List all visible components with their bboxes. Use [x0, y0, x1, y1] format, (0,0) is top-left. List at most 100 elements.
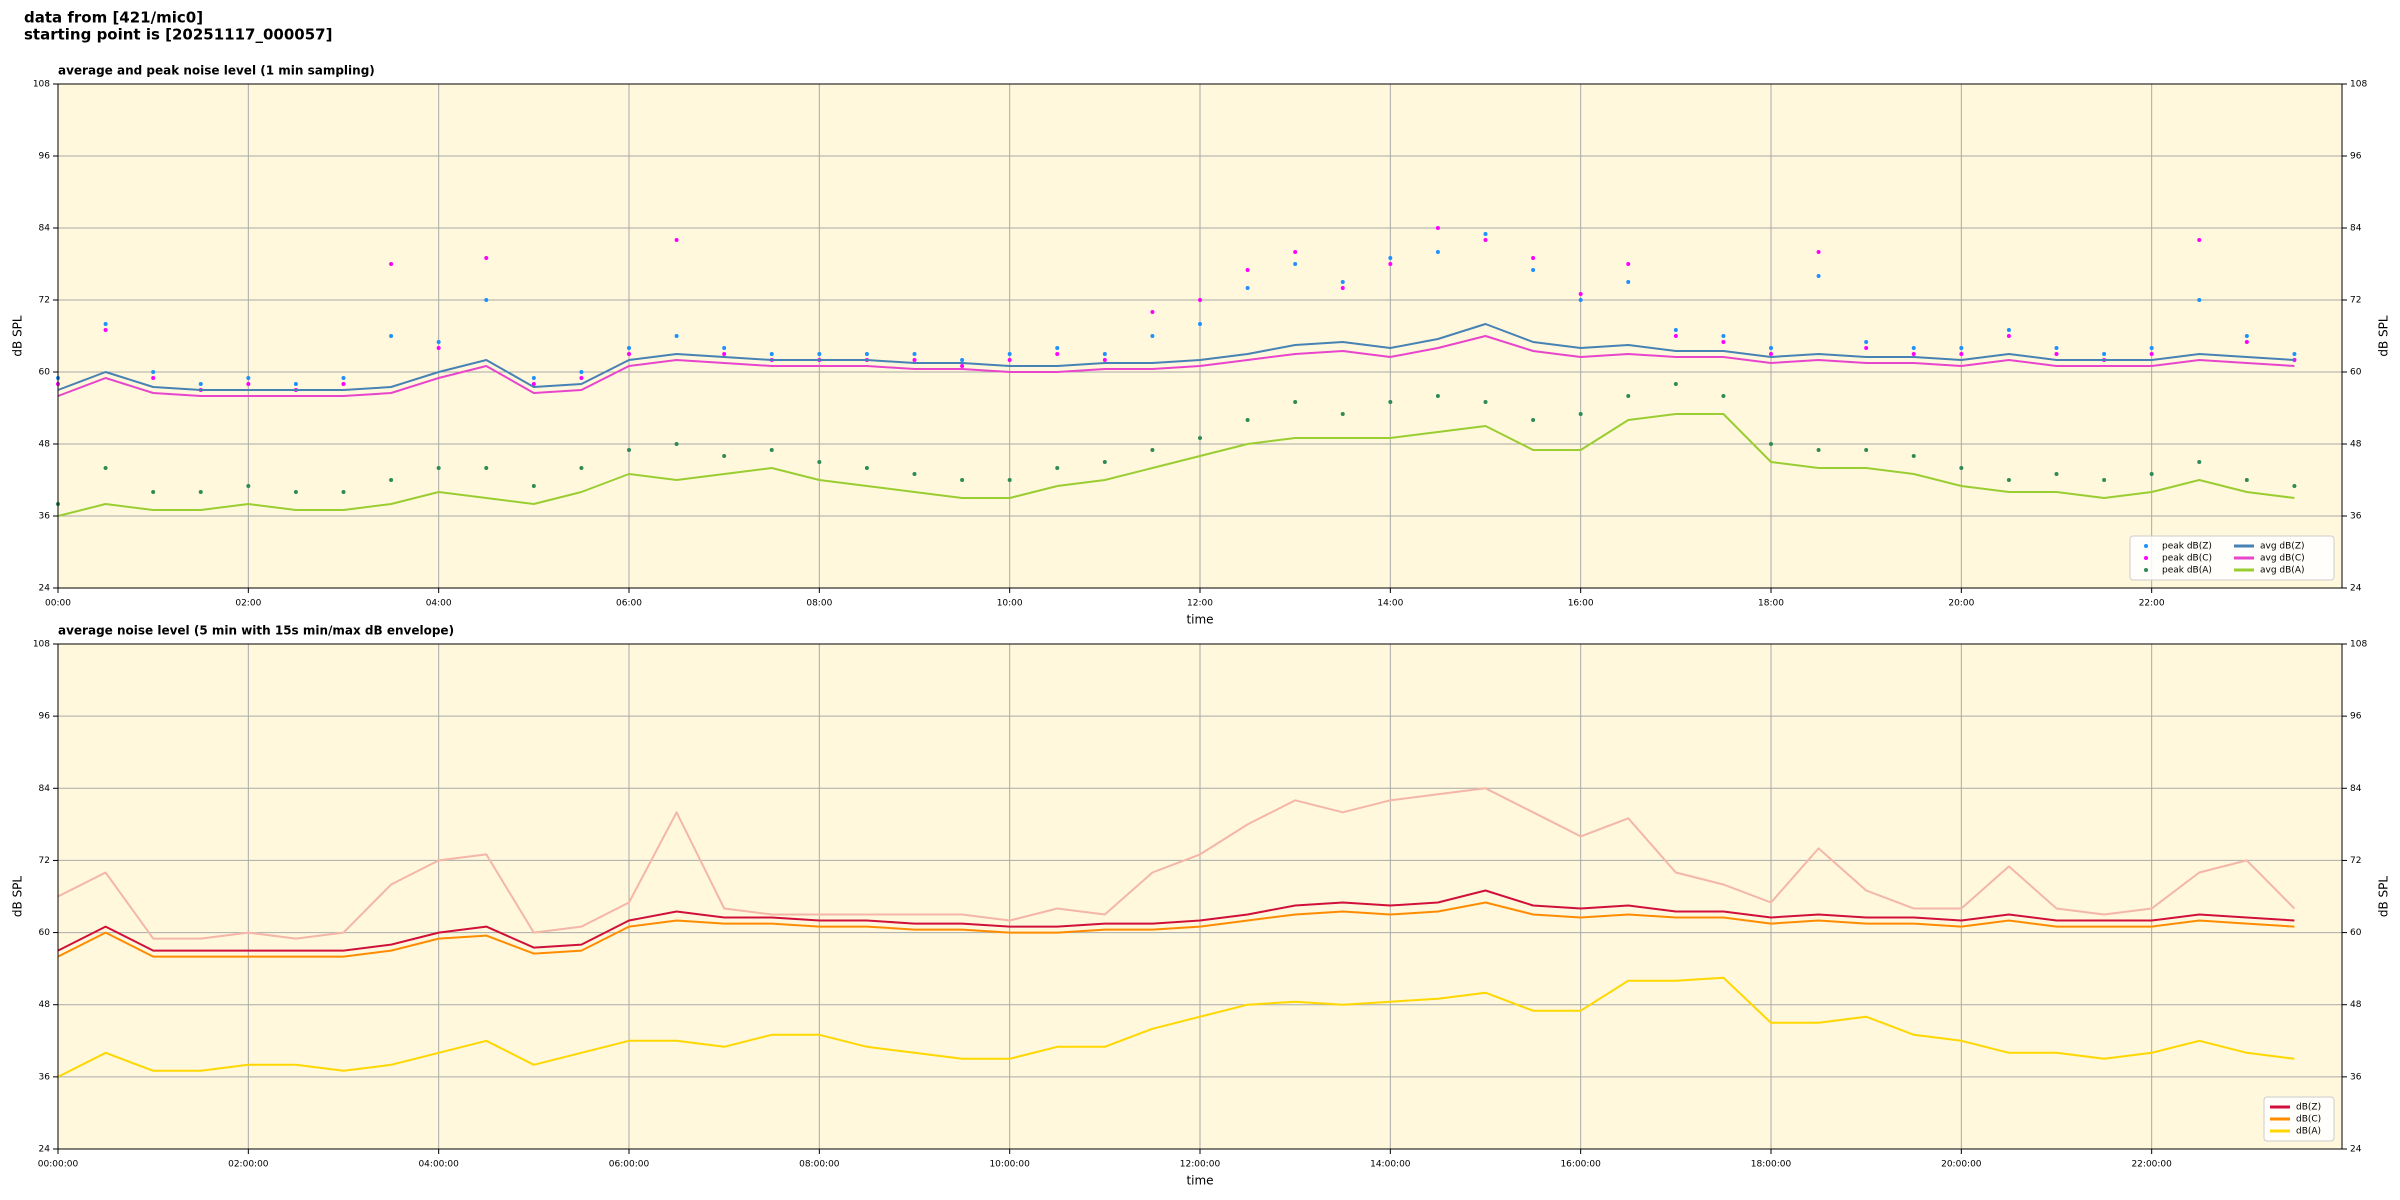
peak-point	[1055, 352, 1060, 356]
peak-point	[1435, 226, 1440, 230]
peak-point	[627, 352, 631, 356]
peak-point	[1198, 436, 1202, 440]
peak-point	[1864, 346, 1869, 350]
legend-label: avg dB(Z)	[2260, 542, 2305, 552]
y-tick-label: 24	[2350, 584, 2362, 594]
y-tick-label: 72	[39, 856, 50, 866]
peak-point	[1055, 346, 1060, 350]
peak-point	[2244, 334, 2249, 338]
x-tick-label: 10:00	[997, 599, 1023, 609]
peak-point	[2292, 352, 2297, 356]
peak-point	[436, 466, 441, 470]
peak-point	[484, 256, 489, 260]
peak-point	[1626, 394, 1631, 398]
peak-point	[960, 358, 965, 362]
y-tick-label: 60	[39, 928, 51, 938]
legend-marker	[2144, 556, 2148, 560]
peak-point	[674, 442, 679, 446]
peak-point	[198, 490, 203, 494]
x-axis-label: time	[1186, 1174, 1213, 1188]
x-tick-label: 16:00:00	[1560, 1160, 1601, 1170]
peak-point	[1198, 298, 1202, 302]
chart-title: average and peak noise level (1 min samp…	[58, 64, 375, 78]
peak-point	[1007, 478, 1012, 482]
x-tick-label: 20:00:00	[1941, 1160, 1982, 1170]
y-tick-label: 72	[2350, 856, 2361, 866]
peak-point	[1245, 268, 1250, 272]
peak-point	[341, 490, 346, 494]
y-tick-label: 48	[39, 440, 51, 450]
peak-point	[389, 478, 394, 482]
series-line	[57, 901, 2295, 958]
peak-point	[2197, 238, 2202, 242]
y-axis-label: dB SPL	[11, 315, 25, 357]
peak-point	[1055, 466, 1060, 470]
peak-point	[103, 328, 108, 332]
peak-point	[627, 346, 631, 350]
peak-point	[1531, 268, 1536, 272]
peak-point	[389, 262, 394, 266]
peak-point	[2054, 472, 2059, 476]
peak-point	[722, 352, 727, 356]
peak-point	[2054, 346, 2059, 350]
peak-point	[341, 376, 346, 380]
x-tick-label: 04:00	[426, 599, 452, 609]
peak-point	[864, 466, 869, 470]
x-tick-label: 22:00	[2139, 599, 2165, 609]
peak-point	[1769, 442, 1773, 446]
peak-point	[1340, 286, 1345, 290]
peak-point	[103, 466, 108, 470]
peak-point	[293, 382, 298, 386]
x-tick-label: 00:00	[45, 599, 71, 609]
peak-point	[1911, 346, 1916, 350]
y-tick-label: 72	[2350, 296, 2361, 306]
header-line: starting point is [20251117_000057]	[24, 26, 332, 44]
peak-point	[2006, 334, 2011, 338]
peak-point	[1340, 412, 1345, 416]
y-tick-label: 60	[39, 368, 51, 378]
peak-point	[1245, 286, 1250, 290]
y-tick-label: 72	[39, 296, 50, 306]
peak-point	[1483, 232, 1488, 236]
y-tick-label: 24	[39, 1145, 51, 1155]
peak-point	[1816, 250, 1821, 254]
peak-point	[817, 352, 822, 356]
peak-point	[246, 376, 251, 380]
legend-marker	[2144, 544, 2148, 548]
legend-label: avg dB(C)	[2260, 554, 2305, 564]
peak-point	[579, 376, 584, 380]
peak-point	[1293, 400, 1298, 404]
peak-point	[2197, 298, 2202, 302]
peak-point	[1959, 466, 1964, 470]
y-tick-label: 60	[2350, 928, 2362, 938]
legend-label: peak dB(C)	[2162, 554, 2212, 564]
peak-point	[722, 346, 727, 350]
series-line	[57, 976, 2295, 1078]
peak-point	[960, 478, 965, 482]
legend-marker	[2144, 568, 2148, 572]
peak-point	[1673, 334, 1678, 338]
y-axis-label: dB SPL	[2377, 876, 2391, 918]
legend-label: dB(Z)	[2296, 1103, 2321, 1113]
peak-point	[531, 484, 536, 488]
x-tick-label: 18:00:00	[1751, 1160, 1792, 1170]
x-tick-label: 14:00:00	[1370, 1160, 1411, 1170]
x-axis-label: time	[1186, 613, 1213, 627]
y-tick-label: 48	[2350, 440, 2362, 450]
peak-point	[1102, 358, 1107, 362]
peak-point	[912, 352, 917, 356]
y-tick-label: 36	[2350, 512, 2362, 522]
series-line	[57, 413, 2295, 517]
legend-label: dB(C)	[2296, 1115, 2321, 1125]
peak-point	[1769, 352, 1773, 356]
peak-point	[627, 448, 631, 452]
y-axis-label: dB SPL	[11, 876, 25, 918]
peak-point	[1007, 358, 1012, 362]
y-tick-label: 108	[2350, 640, 2367, 650]
y-tick-label: 96	[2350, 152, 2362, 162]
peak-point	[1198, 322, 1202, 326]
peak-point	[2149, 472, 2154, 476]
y-tick-label: 96	[2350, 712, 2362, 722]
x-tick-label: 02:00	[235, 599, 261, 609]
peak-point	[1959, 346, 1964, 350]
